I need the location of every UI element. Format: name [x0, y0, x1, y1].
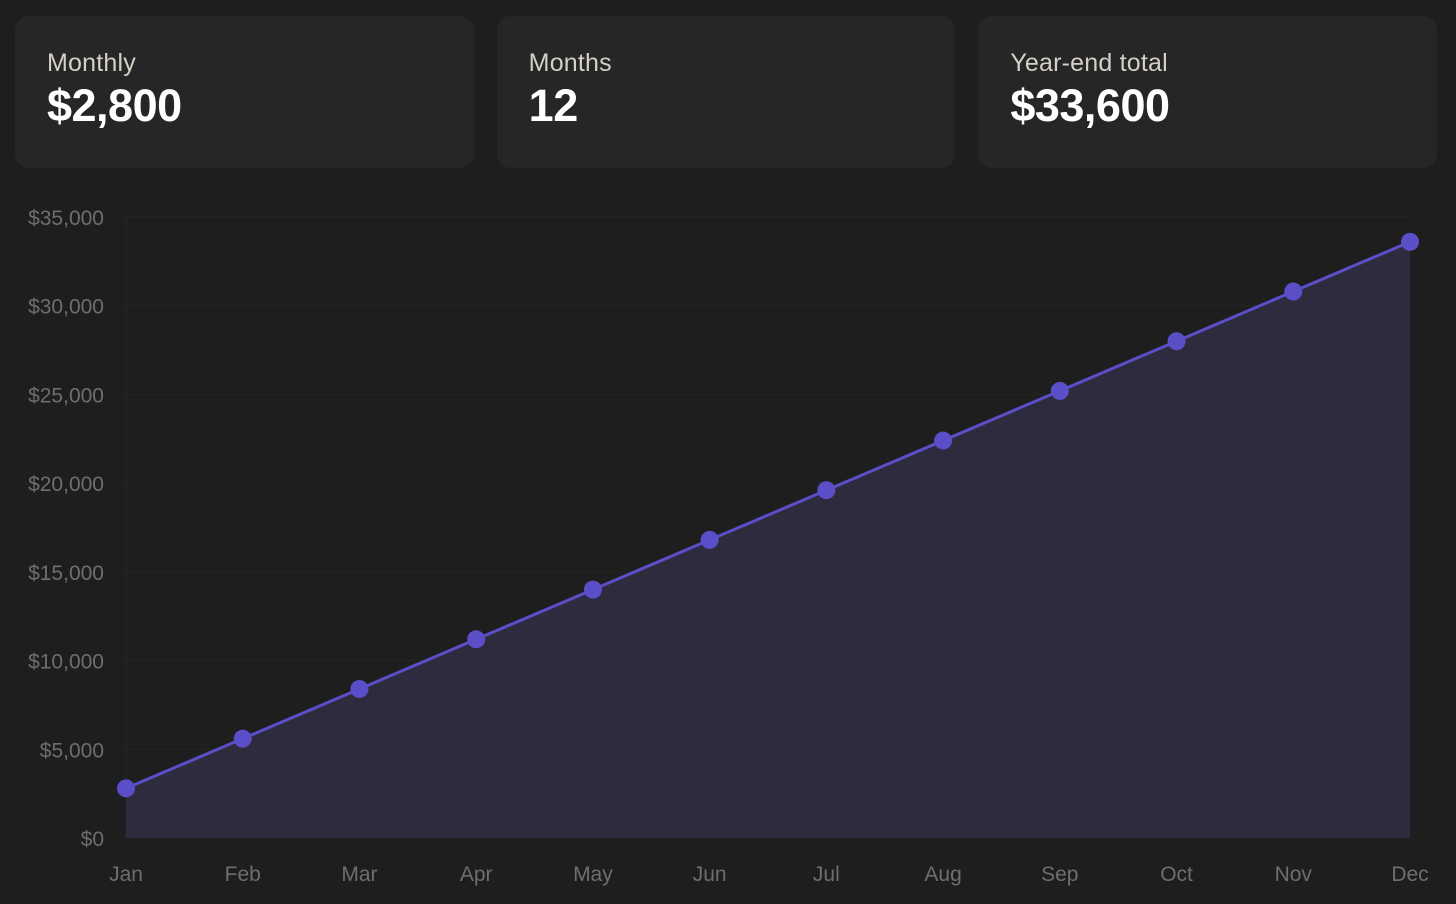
- x-tick-label: Sep: [1041, 863, 1078, 886]
- series-line: [125, 240, 1411, 790]
- year-end-total-label: Year-end total: [1010, 49, 1168, 77]
- summary-cards: Monthly $2,800 Months 12 Year-end total …: [15, 16, 1438, 168]
- data-point-sep[interactable]: [1050, 381, 1069, 400]
- data-point-jan[interactable]: [117, 779, 135, 798]
- monthly-value: $2,800: [47, 80, 182, 131]
- x-tick-label: Nov: [1275, 863, 1313, 886]
- data-point-nov[interactable]: [1284, 282, 1303, 301]
- x-tick-label: Mar: [341, 863, 377, 886]
- monthly-card: Monthly $2,800: [15, 16, 474, 168]
- data-point-feb[interactable]: [233, 729, 252, 748]
- area-fill: [126, 241, 1410, 839]
- x-tick-label: Jan: [109, 863, 143, 886]
- data-point-dec[interactable]: [1401, 232, 1419, 251]
- data-point-jul[interactable]: [817, 481, 836, 500]
- year-end-total-value: $33,600: [1010, 80, 1170, 131]
- y-tick-label: $0: [81, 828, 104, 851]
- area-fill-layer: [126, 241, 1410, 839]
- x-tick-label: May: [573, 863, 613, 886]
- y-tick-label: $20,000: [28, 473, 104, 496]
- x-tick-label: Dec: [1391, 863, 1428, 886]
- y-axis-ticks: $0 $5,000 $10,000 $15,000 $20,000 $25,000 $30,…: [28, 207, 104, 851]
- x-tick-label: Jun: [693, 863, 727, 886]
- x-tick-label: Jul: [813, 863, 840, 886]
- data-point-oct[interactable]: [1167, 332, 1186, 351]
- months-value: 12: [528, 80, 579, 131]
- y-tick-label: $25,000: [28, 384, 104, 407]
- y-tick-label: $30,000: [28, 296, 104, 319]
- data-points: [117, 232, 1419, 798]
- data-point-mar[interactable]: [350, 679, 369, 698]
- x-tick-label: Aug: [924, 863, 961, 886]
- months-label: Months: [528, 49, 612, 77]
- monthly-label: Monthly: [47, 49, 136, 77]
- y-tick-label: $35,000: [28, 207, 104, 230]
- months-card: Months 12: [496, 16, 956, 168]
- x-axis-ticks: Jan Feb Mar Apr May Jun Jul Aug Sep Oct Nov Dec: [109, 863, 1429, 886]
- y-tick-label: $10,000: [28, 651, 104, 674]
- y-tick-label: $5,000: [40, 739, 104, 762]
- data-point-jun[interactable]: [700, 530, 719, 549]
- data-point-apr[interactable]: [467, 630, 486, 649]
- data-point-may[interactable]: [583, 580, 602, 599]
- x-tick-label: Oct: [1160, 863, 1193, 886]
- year-end-total-card: Year-end total $33,600: [978, 16, 1438, 168]
- x-tick-label: Apr: [460, 863, 493, 886]
- data-point-aug[interactable]: [934, 431, 953, 450]
- x-tick-label: Feb: [225, 863, 261, 886]
- series-line-layer: [125, 240, 1411, 790]
- y-tick-label: $15,000: [28, 562, 104, 585]
